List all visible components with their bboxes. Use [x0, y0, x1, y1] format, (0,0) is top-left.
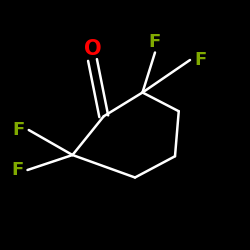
Text: F: F	[13, 121, 25, 139]
Text: F: F	[12, 161, 24, 179]
Text: F: F	[149, 33, 161, 51]
Text: O: O	[84, 39, 101, 59]
Text: F: F	[194, 51, 206, 69]
